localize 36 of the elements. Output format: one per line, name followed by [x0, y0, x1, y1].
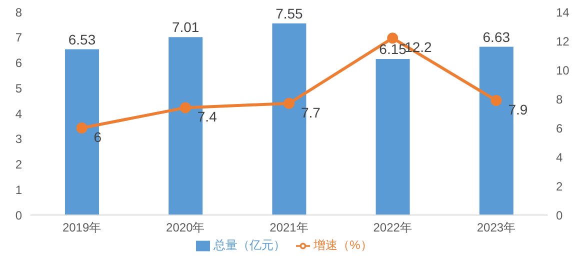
y-tick-label: 1	[15, 182, 22, 197]
x-tick-label: 2021年	[270, 220, 308, 235]
y-tick-label: 5	[15, 81, 22, 96]
bar	[65, 49, 99, 215]
point	[284, 98, 294, 109]
point	[180, 102, 191, 114]
point	[387, 32, 398, 44]
data-label: 7.55	[276, 5, 304, 22]
y2-tick-label: 8	[556, 92, 563, 106]
y2-tick-label: 0	[556, 208, 563, 222]
y-tick-label: 7	[15, 30, 22, 45]
point	[76, 122, 88, 134]
data-label: 6.15	[379, 40, 407, 57]
legend-label: 增速（%）	[314, 238, 372, 252]
bar	[376, 58, 410, 215]
legend-label: 总量（亿元）	[214, 238, 286, 252]
y2-tick-label: 6	[556, 121, 563, 136]
y-tick-label: 3	[15, 132, 22, 146]
y2-tick-label: 14	[556, 5, 570, 20]
y-tick-label: 6	[15, 56, 22, 70]
y2-tick-label: 4	[556, 150, 563, 164]
y2-tick-label: 12	[556, 34, 570, 48]
x-tick-label: 2022年	[373, 220, 412, 235]
y2-tick-label: 2	[556, 179, 563, 194]
y-tick-label: 4	[15, 106, 22, 121]
x-tick-label: 2023年	[476, 220, 516, 235]
x-tick-label: 2019年	[62, 220, 102, 235]
y2-tick-label: 10	[556, 63, 570, 78]
y-tick-label: 8	[15, 5, 22, 20]
y-tick-label: 2	[15, 158, 22, 172]
data-label: 7.01	[172, 19, 200, 36]
data-label: 6.53	[68, 31, 96, 48]
x-tick-label: 2020年	[166, 220, 205, 235]
point	[490, 94, 502, 106]
y-tick-label: 0	[15, 208, 22, 222]
data-label: 6.63	[482, 28, 510, 45]
